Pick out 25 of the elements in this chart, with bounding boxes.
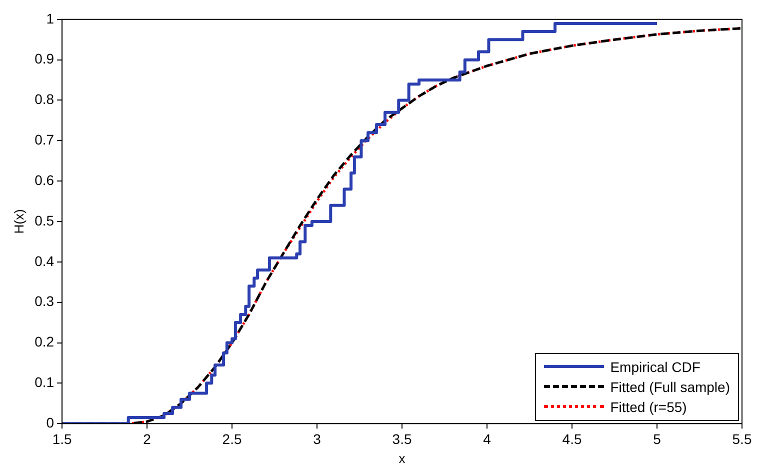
x-tick-label: 3: [313, 430, 322, 447]
x-tick-label: 2: [143, 430, 152, 447]
y-tick-label: 1: [46, 10, 54, 26]
x-tick-label: 5: [653, 430, 662, 447]
y-tick-label: 0: [46, 414, 54, 430]
x-tick-label: 2.5: [222, 430, 242, 447]
y-tick-label: 0.2: [34, 334, 54, 350]
y-tick-label: 0.4: [34, 252, 54, 269]
legend-label: Fitted (r=55): [610, 398, 687, 417]
y-tick-label: 0.6: [34, 172, 54, 188]
x-tick-label: 1.5: [52, 430, 72, 447]
y-tick-label: 0.7: [34, 132, 54, 148]
x-tick-label: 3.5: [392, 430, 412, 447]
legend-label: Fitted (Full sample): [610, 378, 730, 397]
y-tick-label: 0.8: [34, 91, 54, 108]
y-tick-label: 0.5: [34, 212, 54, 228]
x-axis-title: x: [398, 450, 406, 466]
y-tick-label: 0.1: [34, 374, 54, 390]
x-tick-label: 4: [483, 430, 492, 447]
x-tick-label: 4.5: [562, 430, 582, 447]
y-axis-title: H(x): [11, 209, 26, 234]
y-tick-label: 0.3: [34, 293, 54, 310]
y-tick-label: 0.9: [34, 50, 54, 67]
x-tick-label: 5.5: [732, 430, 752, 447]
legend-label: Empirical CDF: [610, 358, 700, 377]
